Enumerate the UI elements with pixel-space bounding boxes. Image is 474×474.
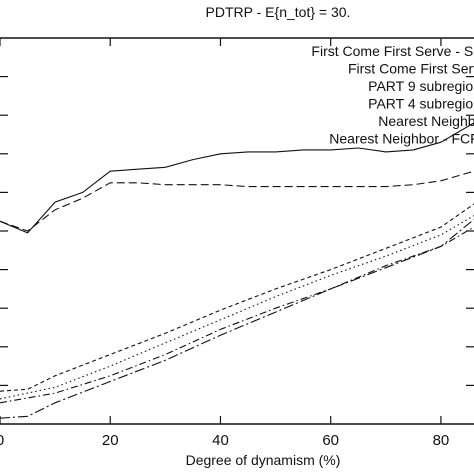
series-line-3 <box>0 215 474 400</box>
legend-entry-1: First Come First Serve - SQI <box>311 43 474 59</box>
legend: First Come First Serve - SQI First Come F… <box>311 43 474 147</box>
legend-entry-3: PART 9 subregions <box>368 78 474 94</box>
x-tick-label: 60 <box>322 432 339 449</box>
y-axis-ticks <box>0 75 474 386</box>
series-line-2 <box>0 170 474 232</box>
x-axis-ticks: 0 20 40 60 80 <box>0 38 449 449</box>
legend-entry-6: Nearest Neighbor - FCFS <box>329 131 474 147</box>
series-line-6 <box>0 218 474 419</box>
series-line-5 <box>0 203 474 392</box>
plot-frame <box>0 37 474 425</box>
chart-title: PDTRP - E{n_tot} = 30. <box>206 4 351 20</box>
x-tick-label: 80 <box>433 432 450 449</box>
x-tick-label: 40 <box>212 432 229 449</box>
series-line-4 <box>0 226 474 404</box>
plot-area: 0 20 40 60 80 <box>0 37 474 449</box>
x-tick-label: 20 <box>102 432 119 449</box>
legend-entry-4: PART 4 subregions <box>368 96 474 112</box>
legend-entry-2: First Come First Serve <box>348 61 474 77</box>
series-line-1 <box>0 122 474 234</box>
legend-entry-5: Nearest Neighbor <box>378 113 474 129</box>
x-axis-label: Degree of dynamism (%) <box>186 452 341 468</box>
x-tick-label: 0 <box>0 432 4 449</box>
series-lines <box>0 122 474 419</box>
